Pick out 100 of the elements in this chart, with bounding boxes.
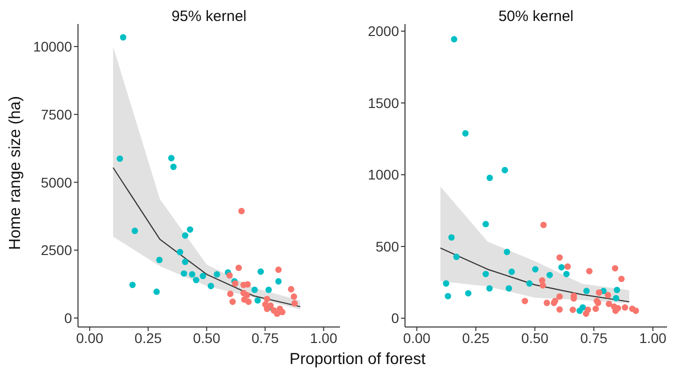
point [132,228,138,234]
point [612,294,620,302]
point [526,280,533,287]
point [592,306,599,312]
point [532,266,538,272]
point [583,288,590,294]
point [563,270,570,278]
point [116,155,124,162]
point [450,36,458,42]
point [582,310,590,317]
point [570,306,576,313]
point [508,268,515,275]
y-tick-label: 0 [64,310,72,326]
point [453,254,460,260]
x-tick-label: 0.25 [462,330,490,346]
point [502,166,508,174]
y-tick-label: 500 [376,238,400,254]
point [153,288,160,295]
point [120,34,126,41]
point [264,296,270,302]
point [176,248,184,256]
point [265,286,272,294]
point [254,297,261,304]
point [275,278,282,285]
point [156,256,163,264]
point [576,308,583,314]
point [486,285,493,292]
point [214,271,220,278]
y-tick-label: 5000 [40,174,72,190]
point [192,276,200,284]
x-tick-label: 0.25 [134,330,162,346]
point [288,286,294,292]
point [188,271,196,278]
x-tick-label: 0.75 [252,330,279,346]
y-tick-label: 0 [391,310,400,326]
point [614,286,620,294]
point [444,292,452,300]
point [558,264,565,270]
x-tick-label: 0.00 [403,330,431,346]
line-series [440,248,630,302]
point [251,286,258,294]
point [622,304,628,311]
point [546,272,553,278]
point [506,285,512,292]
point [170,164,177,170]
y-tick-label: 7500 [40,106,72,122]
point [482,220,489,228]
y-tick-label: 2000 [368,23,400,40]
x-tick-label: 0.50 [521,330,549,346]
point [540,222,547,228]
point [606,300,612,308]
x-tick-label: 1.00 [639,330,667,346]
point [182,232,188,239]
y-tick-label: 1500 [368,94,400,111]
point [226,272,233,279]
line-series [112,167,301,308]
point [227,290,234,298]
point [208,282,214,290]
point [200,272,206,280]
point [556,293,563,300]
point [486,174,493,182]
point [564,263,571,270]
point [448,234,455,241]
point [632,308,640,314]
x-tick-label: 1.00 [310,330,338,346]
point [229,298,236,305]
point [182,258,188,266]
point [291,300,298,307]
point [238,208,245,214]
x-tick-label: 0.75 [580,330,608,346]
point [442,280,450,287]
point [290,293,298,300]
x-tick-label: 0.00 [76,330,104,346]
point [168,154,175,162]
point [244,281,251,288]
y-axis-title: Home range size (ha) [7,96,25,250]
point [586,268,593,274]
point [504,248,510,256]
point [612,265,618,272]
point [258,268,264,275]
point [279,308,286,316]
point [522,298,528,304]
point [462,130,469,137]
point [540,282,546,289]
x-tick-label: 0.50 [193,330,220,346]
y-tick-label: 1000 [368,166,400,183]
x-axis-title: Proportion of forest [288,351,427,369]
point [556,306,563,313]
point [556,254,563,261]
point [129,282,136,288]
chart-title: 50% kernel [497,8,575,25]
chart-title: 95% kernel [170,8,248,25]
point [465,290,472,296]
point [186,226,194,233]
y-tick-label: 2500 [40,242,72,258]
point [618,276,625,282]
point [604,292,612,298]
point [544,300,550,306]
point [236,264,242,272]
point [264,306,270,312]
